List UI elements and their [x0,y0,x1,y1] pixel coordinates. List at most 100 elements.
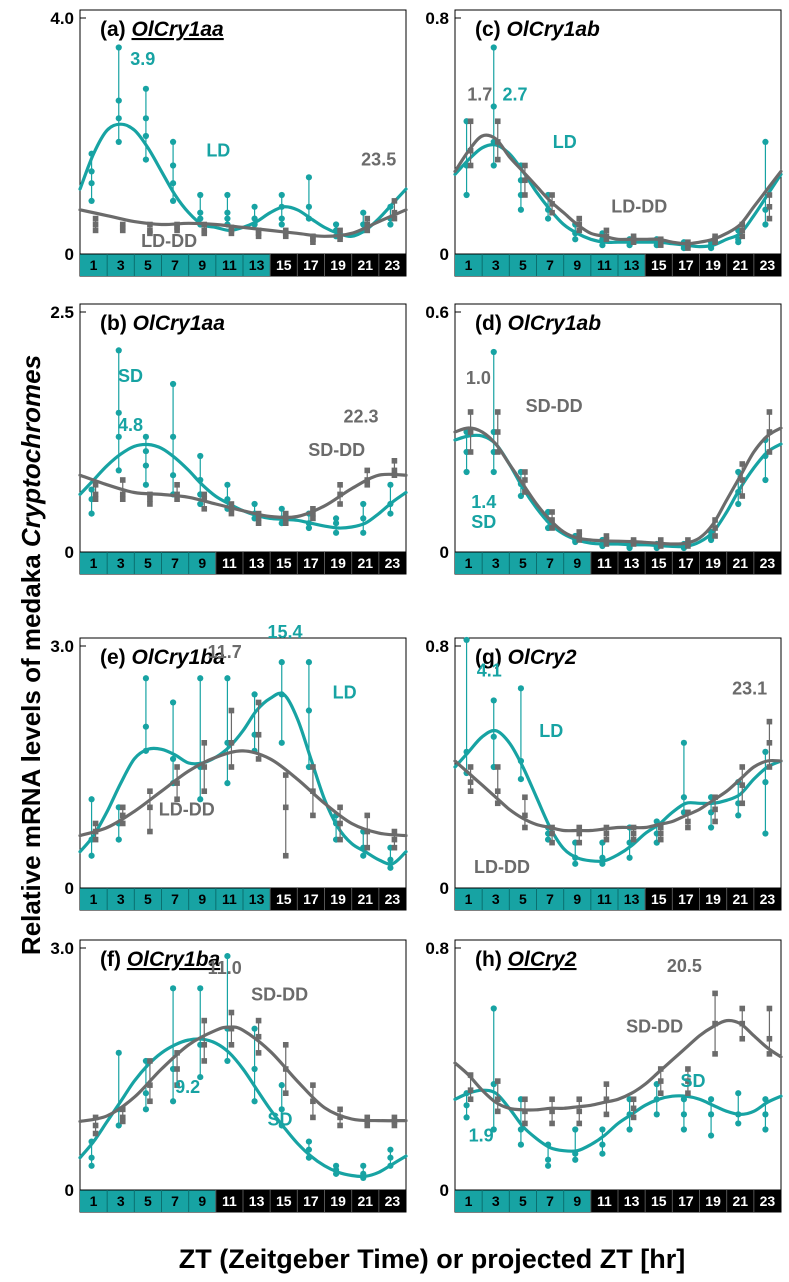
annotation-label: 23.5 [361,150,396,170]
data-point [517,1141,525,1148]
panel-gene: OlCry1ab [507,18,601,41]
data-point [766,192,773,198]
data-point [735,1120,742,1127]
x-tick-label: 19 [705,555,721,571]
data-point [739,461,746,467]
fit-curve [453,142,783,249]
data-point [630,830,637,837]
panel-gene: OlCry1ba [132,646,226,669]
x-tick-label: 11 [222,1193,237,1209]
data-point [364,1122,371,1129]
x-tick-label: 19 [330,891,346,907]
x-tick-label: 21 [732,891,748,907]
data-point [119,227,126,234]
x-tick-label: 17 [303,1193,319,1209]
data-point [522,824,528,831]
annotation-label: 1.0 [466,368,491,388]
data-point [147,828,153,835]
data-point [549,830,555,837]
data-point [522,489,528,495]
data-point [766,449,773,455]
x-tick-label: 21 [732,257,748,273]
data-point [251,1025,258,1032]
x-tick-label: 5 [519,257,527,273]
data-point [201,491,208,498]
data-point [174,1082,180,1088]
dark-phase-bar [215,1190,406,1212]
x-tick-label: 9 [573,555,581,571]
panel-f: 1 3 5 7 9 11 13 15 17 19 21 233.00(f) OlCry1ba11.0S… [50,939,408,1213]
data-point [494,1078,501,1084]
x-tick-label: 3 [492,555,500,571]
data-point [364,844,371,851]
data-point [147,1098,153,1105]
fit-curve [453,133,783,246]
data-point [119,477,126,483]
data-point [92,221,99,228]
data-point [224,780,231,787]
data-point [522,477,528,483]
data-point [576,533,583,539]
data-point [142,156,150,163]
x-tick-label: 23 [760,891,776,907]
data-point [549,192,555,198]
dark-phase-bar [590,1190,781,1212]
data-point [544,215,552,222]
x-tick-label: 3 [492,257,500,273]
data-point [739,800,746,807]
data-point [549,525,555,531]
data-point [467,409,474,415]
y-tick-label: 0 [440,245,449,264]
data-point [657,830,664,837]
data-point [603,533,610,539]
x-tick-label: 17 [678,257,694,273]
data-point [278,221,285,228]
y-axis-title-prefix: Relative mRNA levels of medaka [16,547,46,955]
annotation-label: 3.9 [130,49,155,69]
x-tick-label: 7 [546,891,554,907]
annotation-label: 15.4 [267,622,302,642]
data-point [278,505,285,512]
annotation-label: SD-DD [251,984,308,1004]
data-point [255,515,262,522]
data-point [685,818,691,825]
panel-gene: OlCry2 [508,646,577,669]
x-tick-label: 13 [249,1193,265,1209]
x-tick-label: 17 [303,891,319,907]
data-point [119,1106,126,1113]
data-point [147,804,153,811]
x-tick-label: 9 [573,891,581,907]
data-point [197,500,204,508]
data-point [305,1138,313,1145]
data-point [707,1111,715,1118]
data-point [251,1065,258,1073]
data-point [337,1122,343,1129]
x-tick-label: 23 [760,1193,776,1209]
series-LD-DD [453,118,783,251]
panel-letter: (e) [100,646,132,669]
x-tick-label: 5 [144,555,152,571]
data-point [174,224,180,231]
data-point [228,230,235,237]
x-tick-label: 9 [198,891,206,907]
data-point [92,1114,99,1121]
data-point [572,236,579,243]
x-tick-label: 1 [465,555,473,571]
panel-title: (g) OlCry2 [475,646,577,669]
x-tick-label: 5 [144,257,152,273]
data-point [739,233,746,240]
fit-curve [453,758,783,833]
data-point [147,230,153,237]
data-point [522,794,528,801]
x-tick-label: 23 [385,1193,401,1209]
data-point [517,776,525,783]
data-point [228,764,235,770]
series-SD-DD [78,1009,408,1137]
x-tick-label: 19 [705,1193,721,1209]
data-point [310,239,316,245]
x-tick-label: 7 [171,891,179,907]
data-point [228,1042,235,1048]
data-point [174,227,180,234]
x-tick-label: 3 [117,555,125,571]
data-point [735,812,742,819]
